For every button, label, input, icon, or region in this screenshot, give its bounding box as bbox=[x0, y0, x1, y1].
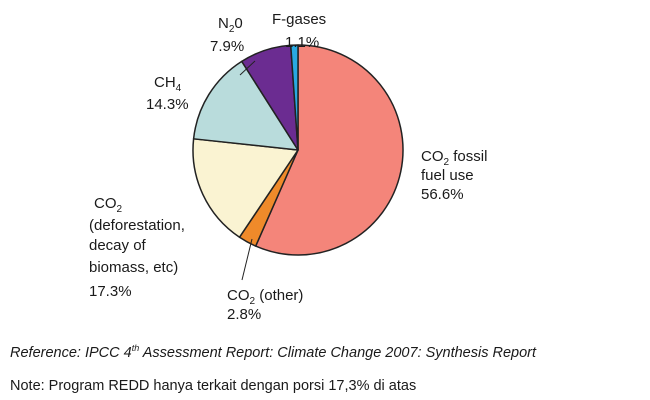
label-fgases-percent: 1.1% bbox=[285, 34, 319, 51]
label-fgases: F-gases 1.1% bbox=[272, 11, 326, 51]
leader-line-n2o bbox=[239, 60, 256, 76]
pie-slice-fgases bbox=[290, 44, 299, 151]
reference-superscript: th bbox=[131, 343, 140, 353]
label-ch4: CH4 14.3% bbox=[146, 74, 189, 113]
label-co2-deforestation-percent: 17.3% bbox=[89, 283, 132, 300]
pie-slice-co2-deforestation bbox=[192, 138, 299, 238]
reference-suffix: Assessment Report: Climate Change 2007: … bbox=[139, 344, 537, 361]
label-ch4-percent: 14.3% bbox=[146, 96, 189, 113]
label-co2-fossil-percent: 56.6% bbox=[421, 186, 464, 203]
leader-lines bbox=[239, 60, 256, 281]
label-fgases-name: F-gases bbox=[272, 11, 326, 28]
label-n2o-name: N20 bbox=[218, 15, 243, 35]
label-co2-deforestation: CO2 (deforestation, decay of biomass, et… bbox=[89, 195, 185, 300]
leader-line-co2-other bbox=[241, 238, 253, 281]
reference-caption: Reference: IPCC 4th Assessment Report: C… bbox=[10, 343, 536, 361]
label-co2-deforestation-line2: decay of bbox=[89, 237, 147, 254]
label-co2-deforestation-line1: (deforestation, bbox=[89, 217, 185, 234]
label-co2-deforestation-name: CO2 bbox=[94, 195, 123, 215]
note-text: Note: Program REDD hanya terkait dengan … bbox=[10, 378, 417, 394]
label-n2o: N20 7.9% bbox=[210, 15, 244, 55]
label-co2-deforestation-line3: biomass, etc) bbox=[89, 259, 178, 276]
label-co2-fossil-line2: fuel use bbox=[421, 167, 474, 184]
pie-chart: CO2 fossil fuel use 56.6% CO2 (other) 2.… bbox=[89, 11, 487, 323]
label-ch4-name: CH4 bbox=[154, 74, 182, 94]
label-co2-fossil: CO2 fossil fuel use 56.6% bbox=[421, 148, 487, 203]
pie-slices bbox=[192, 44, 404, 256]
label-co2-other-name: CO2 (other) bbox=[227, 287, 303, 307]
label-n2o-percent: 7.9% bbox=[210, 38, 244, 55]
label-co2-other: CO2 (other) 2.8% bbox=[227, 287, 303, 323]
pie-slice-ch4 bbox=[192, 60, 299, 151]
label-co2-fossil-name: CO2 fossil bbox=[421, 148, 487, 168]
reference-prefix: Reference: IPCC 4 bbox=[10, 344, 132, 361]
pie-slice-co2-fossil bbox=[254, 44, 404, 256]
label-co2-other-percent: 2.8% bbox=[227, 306, 261, 323]
